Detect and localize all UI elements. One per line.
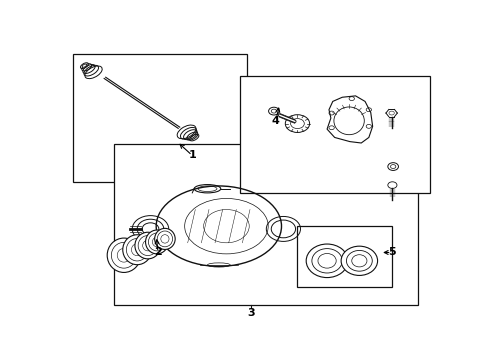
Text: 4: 4 — [272, 116, 280, 126]
Bar — [73, 54, 247, 182]
Ellipse shape — [123, 235, 151, 265]
Text: 1: 1 — [188, 150, 196, 161]
Bar — [240, 76, 430, 193]
Text: 3: 3 — [247, 308, 255, 318]
Ellipse shape — [306, 244, 348, 278]
Ellipse shape — [107, 238, 141, 273]
Text: 5: 5 — [388, 247, 395, 257]
Ellipse shape — [341, 246, 378, 275]
Ellipse shape — [82, 64, 87, 67]
Ellipse shape — [146, 230, 169, 254]
Bar — [297, 226, 392, 287]
Ellipse shape — [155, 228, 175, 249]
Ellipse shape — [135, 232, 161, 259]
Bar — [115, 144, 418, 305]
Text: 2: 2 — [154, 247, 162, 257]
